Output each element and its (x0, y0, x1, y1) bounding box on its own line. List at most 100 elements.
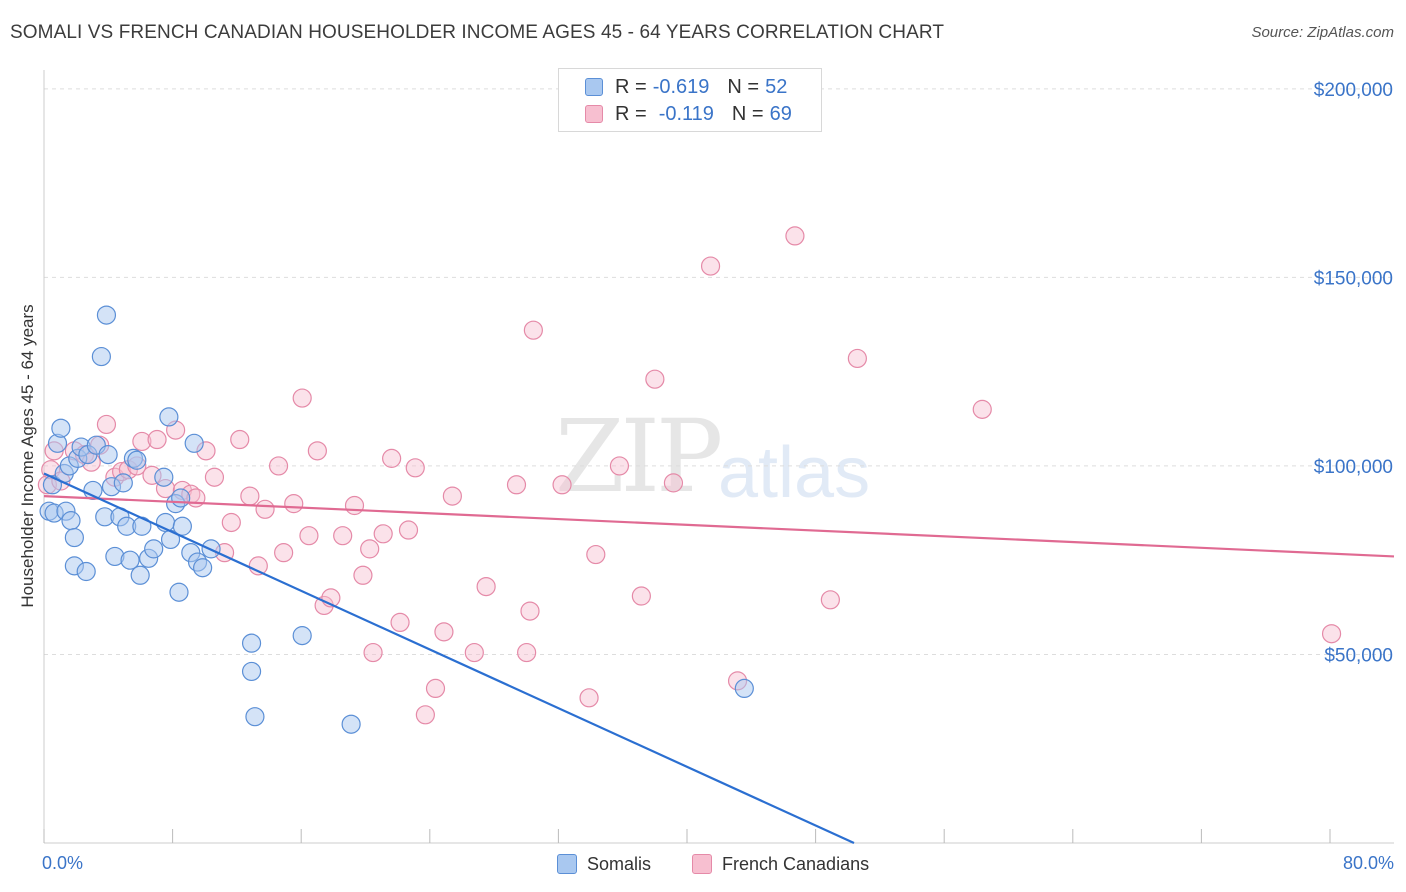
french-canadians-point (663, 473, 684, 493)
x-tick-label: 80.0% (1343, 853, 1394, 873)
somalis-legend-label: Somalis (587, 853, 652, 874)
x-tick-label: 0.0% (42, 853, 83, 873)
french-canadians-swatch-icon (585, 105, 603, 123)
watermark-atlas: atlas (718, 433, 871, 513)
somalis-point (51, 418, 71, 438)
french-canadians-point (363, 642, 383, 663)
somalis-trendline (43, 472, 855, 845)
somalis-point (159, 407, 179, 427)
somalis-point (341, 714, 361, 734)
french-canadians-point (425, 678, 446, 699)
trendlines (43, 472, 1395, 845)
french-canadians-point (230, 429, 250, 450)
french-canadians-legend-label: French Canadians (722, 853, 870, 874)
french-canadians-point (520, 601, 540, 621)
y-tick-label: $100,000 (1314, 457, 1393, 478)
axes (43, 70, 1394, 844)
french-canadians-point (631, 586, 651, 606)
french-canadians-point (147, 429, 167, 450)
french-canadians-point (96, 414, 117, 435)
somalis-point (64, 527, 84, 548)
french-canadians-point (292, 388, 312, 408)
somalis-swatch-icon (585, 78, 603, 96)
legend-n-value: 69 (769, 102, 792, 125)
legend-row-somalis: R = -0.619 N = 52 (585, 75, 787, 99)
somalis-point (127, 450, 147, 470)
french-canadians-point (609, 456, 630, 476)
french-canadians-point (405, 458, 425, 478)
source-label: Source: ZipAtlas.com (1251, 24, 1394, 41)
somalis-point (96, 305, 117, 325)
legend-n-value: 52 (765, 75, 788, 98)
axis-labels: $50,000 $100,000 $150,000 $200,000 0.0% 80.0%… (18, 80, 1394, 873)
french-canadians-point (284, 494, 304, 514)
somalis-point (113, 473, 133, 493)
french-canadians-point (382, 448, 402, 468)
french-canadians-point (274, 543, 294, 563)
somalis-point (172, 516, 192, 536)
somalis-point (120, 550, 140, 570)
watermark-zip: ZIP (555, 398, 723, 515)
french-canadians-point (442, 486, 462, 506)
somalis-point (184, 433, 204, 453)
somalis-point (241, 661, 262, 682)
somalis-point (76, 561, 96, 582)
somalis-point (144, 539, 164, 559)
french-canadians-point (344, 495, 365, 516)
y-axis-label: Householder Income Ages 45 - 64 years (18, 304, 37, 607)
french-canadians-point (464, 642, 484, 663)
french-canadians-point (517, 642, 537, 663)
somalis-point (241, 633, 262, 653)
legend-n-label: N = (731, 102, 764, 125)
french-canadians-point (1321, 624, 1342, 644)
french-canadians-point (204, 467, 225, 487)
legend-row-french-canadians: R = -0.119 N = 69 (585, 102, 792, 126)
chart-title: SOMALI VS FRENCH CANADIAN HOUSEHOLDER IN… (10, 22, 945, 43)
french-canadians-point (353, 565, 373, 585)
french-canadians-point (360, 539, 380, 559)
y-tick-label: $50,000 (1324, 645, 1393, 666)
somalis-point (98, 445, 118, 465)
somalis-legend-icon (557, 854, 577, 874)
y-tick-label: $200,000 (1314, 80, 1393, 101)
y-tick-label: $150,000 (1314, 268, 1393, 289)
somalis-point (169, 582, 189, 602)
french-canadians-point (552, 475, 572, 495)
somalis-point (171, 488, 191, 508)
french-canadians-point (398, 520, 419, 540)
french-canadians-point (579, 688, 599, 708)
french-canadians-points (37, 226, 1342, 725)
french-canadians-trendline (43, 494, 1395, 558)
somalis-point (734, 678, 754, 699)
french-canadians-point (785, 226, 805, 246)
french-canadians-point (972, 399, 992, 419)
french-canadians-point (333, 526, 353, 546)
french-canadians-point (268, 456, 289, 476)
bottom-legend-french-canadians: French Canadians (692, 852, 869, 876)
somalis-point (154, 467, 174, 487)
somalis-point (292, 626, 312, 646)
legend-r-value: -0.619 (652, 75, 710, 98)
french-canadians-point (299, 526, 319, 546)
somalis-point (91, 346, 111, 367)
french-canadians-point (847, 348, 867, 369)
correlation-legend: R = -0.619 N = 52 R = -0.119 N = 69 (558, 68, 822, 132)
french-canadians-point (307, 441, 327, 461)
legend-r-label: R = (615, 102, 647, 125)
gridlines (44, 88, 1394, 655)
legend-n-label: N = (727, 75, 760, 98)
bottom-legend-somalis: Somalis (557, 852, 651, 876)
french-canadians-point (434, 622, 454, 642)
french-canadians-point (523, 320, 543, 340)
somalis-point (245, 707, 265, 727)
french-canadians-point (221, 512, 241, 533)
somalis-point (193, 558, 213, 578)
french-canadians-point (700, 256, 721, 276)
french-canadians-point (390, 612, 410, 633)
french-canadians-point (240, 486, 260, 506)
somalis-point (61, 511, 81, 531)
french-canadians-point (820, 590, 840, 610)
french-canadians-point (132, 431, 152, 452)
legend-r-value: -0.119 (658, 102, 714, 125)
